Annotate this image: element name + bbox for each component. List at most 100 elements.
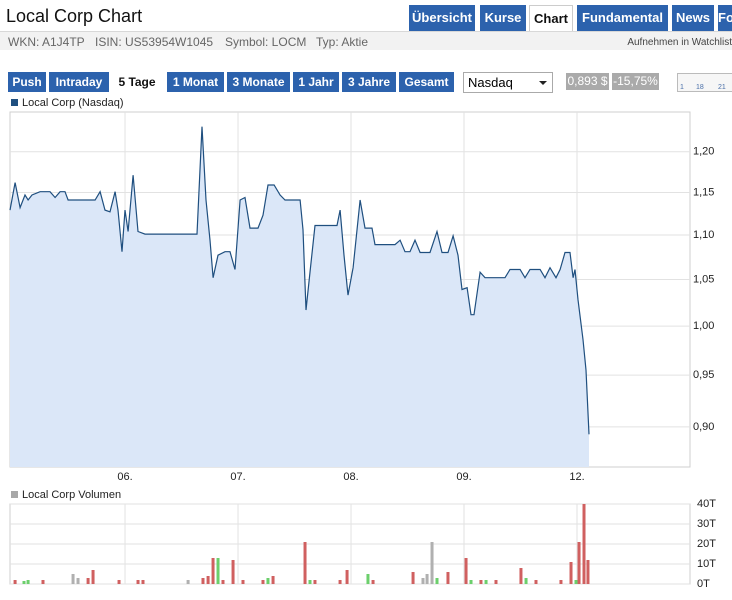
range-button[interactable]: Gesamt [399,72,454,92]
volume-bar [308,580,312,584]
volume-bar [338,580,342,584]
price-line [9,126,590,435]
volume-bar [435,578,439,584]
range-button[interactable]: Push [8,72,46,92]
volume-bar [186,580,190,584]
range-button[interactable]: Intraday [49,72,109,92]
volume-bar [582,504,586,584]
info-item: WKN: A1J4TP [8,35,85,49]
volume-bar [231,560,235,584]
volume-bar [524,578,528,584]
range-button[interactable]: 1 Monat [167,72,224,92]
y-tick-label: 40T [697,498,716,510]
volume-bar [494,580,498,584]
volume-bar [484,580,488,584]
page-title: Local Corp Chart [6,6,143,26]
y-tick-label: 1,05 [693,273,714,285]
y-tick-label: 0T [697,578,710,590]
volume-bar [479,580,483,584]
slider-label: 1 [680,84,684,91]
watchlist-link[interactable]: Aufnehmen in Watchlist [627,37,732,48]
y-tick-label: 30T [697,518,716,530]
volume-bar [86,578,90,584]
volume-bar [221,580,225,584]
x-tick-label: 08. [343,471,358,483]
volume-bar [425,574,429,584]
slider-label: 21 [718,84,726,91]
volume-bar [76,578,80,584]
exchange-select[interactable]: Nasdaq [463,72,553,93]
volume-bar [206,576,210,584]
volume-bar [201,578,205,584]
volume-bar [371,580,375,584]
volume-bar [411,572,415,584]
volume-bar [216,558,220,584]
area-fill [10,126,589,467]
x-tick-label: 07. [230,471,245,483]
legend-swatch [11,491,18,498]
volume-bar [574,580,578,584]
volume-bar [569,562,573,584]
volume-bar [13,580,17,584]
range-slider[interactable]: 1 18 21 [677,73,732,92]
volume-bar [430,542,434,584]
range-button[interactable]: 3 Jahre [342,72,396,92]
x-tick-label: 06. [117,471,132,483]
volume-bar [366,574,370,584]
y-tick-label: 1,10 [693,229,714,241]
volume-bar [241,580,245,584]
volume-bar [211,558,215,584]
price-box: 0,893 $ [566,73,609,90]
volume-bar [446,572,450,584]
volume-bar [577,542,581,584]
y-tick-label: 1,00 [693,320,714,332]
volume-bar [271,576,275,584]
volume-bar [136,580,140,584]
nav-tab[interactable]: Fundamental [577,5,668,31]
y-tick-label: 1,20 [693,146,714,158]
legend-label: Local Corp Volumen [22,489,121,501]
volume-bar [559,580,563,584]
y-tick-label: 0,95 [693,369,714,381]
nav-tab[interactable]: Fo [718,5,732,31]
nav-tab[interactable]: Kurse [480,5,526,31]
volume-bar [303,542,307,584]
slider-label: 18 [696,84,704,91]
legend-swatch [11,99,18,106]
info-bar: Aufnehmen in Watchlist WKN: A1J4TP ISIN: … [0,31,732,50]
volume-bar [26,580,30,584]
volume-bar [534,580,538,584]
range-button[interactable]: 3 Monate [227,72,290,92]
volume-bar [313,580,317,584]
y-tick-label: 1,15 [693,186,714,198]
volume-bar [117,580,121,584]
volume-bar [141,580,145,584]
volume-bar [345,570,349,584]
x-tick-label: 09. [456,471,471,483]
nav-tab[interactable]: Chart [529,5,573,31]
range-button[interactable]: 1 Jahr [293,72,339,92]
volume-bar [519,568,523,584]
nav-tab[interactable]: Übersicht [409,5,475,31]
volume-bar [71,574,75,584]
volume-bar [22,581,26,584]
legend-label: Local Corp (Nasdaq) [22,97,124,109]
y-tick-label: 10T [697,558,716,570]
info-item: Symbol: LOCM [225,35,307,49]
volume-bar [586,560,590,584]
range-button[interactable]: 5 Tage [112,72,162,92]
volume-bar [421,578,425,584]
volume-bar [41,580,45,584]
info-item: Typ: Aktie [316,35,369,49]
info-item: ISIN: US53954W1045 [95,35,214,49]
y-tick-label: 0,90 [693,421,714,433]
volume-bar [464,558,468,584]
volume-bar [261,580,265,584]
nav-tab[interactable]: News [672,5,714,31]
y-tick-label: 20T [697,538,716,550]
volume-bar [469,580,473,584]
volume-bar [266,578,270,584]
volume-bar [91,570,95,584]
